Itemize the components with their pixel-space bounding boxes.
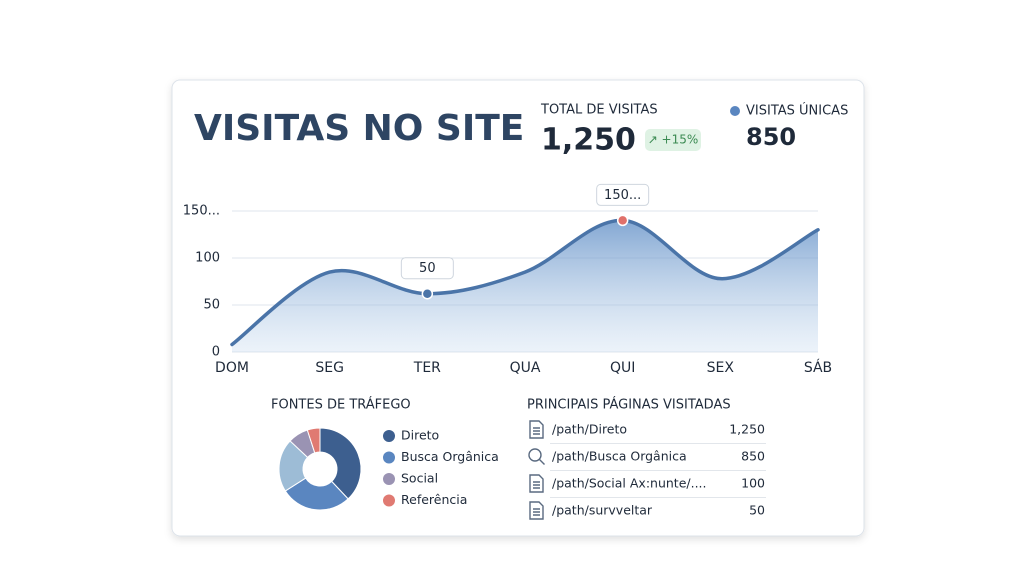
x-tick-label: QUI: [610, 360, 635, 376]
page-path: /path/Direto: [552, 422, 627, 437]
total-value: 1,250: [541, 123, 636, 158]
page-path: /path/Social Ax:nunte/....: [552, 476, 707, 491]
page-visits: 100: [741, 476, 765, 491]
x-tick-label: SÁB: [804, 359, 832, 376]
legend-label: Busca Orgânica: [401, 449, 499, 464]
y-tick-label: 100: [195, 251, 220, 266]
y-tick-label: 50: [203, 298, 220, 313]
x-tick-label: SEG: [315, 360, 344, 376]
area: [232, 220, 818, 352]
legend-label: Referência: [401, 492, 467, 507]
x-tick-label: TER: [413, 360, 441, 376]
legend-dot: [730, 106, 740, 116]
page-visits: 850: [741, 449, 765, 464]
point: [616, 214, 629, 227]
pie-slice: [319, 427, 362, 500]
page-icons: [528, 420, 545, 520]
page-path: /path/Busca Orgânica: [552, 449, 687, 464]
line: [230, 218, 820, 347]
total-label: TOTAL DE VISITAS: [540, 103, 658, 118]
legend-dot: [383, 430, 395, 442]
legend-label: Social: [401, 471, 438, 486]
unique-label: VISITAS ÚNICAS: [746, 103, 848, 119]
legend-dot: [383, 473, 395, 485]
pie-title: FONTES DE TRÁFEGO: [271, 397, 411, 413]
annotation-box: [400, 257, 454, 280]
pie-slice: [306, 427, 321, 454]
pages-title: PRINCIPAIS PÁGINAS VISITADAS: [527, 397, 731, 413]
legend-label: Direto: [401, 428, 439, 443]
y-tick-label: 0: [212, 345, 220, 360]
x-tick-label: SEX: [707, 360, 735, 376]
unique-value: 850: [746, 123, 796, 151]
page-path: /path/survveltar: [552, 503, 653, 518]
point: [421, 287, 434, 300]
page-visits: 1,250: [729, 422, 765, 437]
legend-dot: [383, 494, 395, 507]
annotation-box: [596, 183, 650, 206]
pie-slice: [284, 477, 349, 511]
legend-dot: [383, 451, 395, 464]
annotation: 50: [419, 261, 436, 276]
annotation: 150...: [604, 188, 641, 203]
change-badge: [645, 129, 701, 151]
y-tick-label: 150...: [183, 204, 220, 219]
change: ↗ +15%: [648, 133, 699, 147]
title: VISITAS NO SITE: [194, 108, 524, 149]
x-tick-label: QUA: [510, 360, 541, 376]
x-tick-label: DOM: [215, 360, 249, 376]
page-visits: 50: [749, 503, 765, 518]
